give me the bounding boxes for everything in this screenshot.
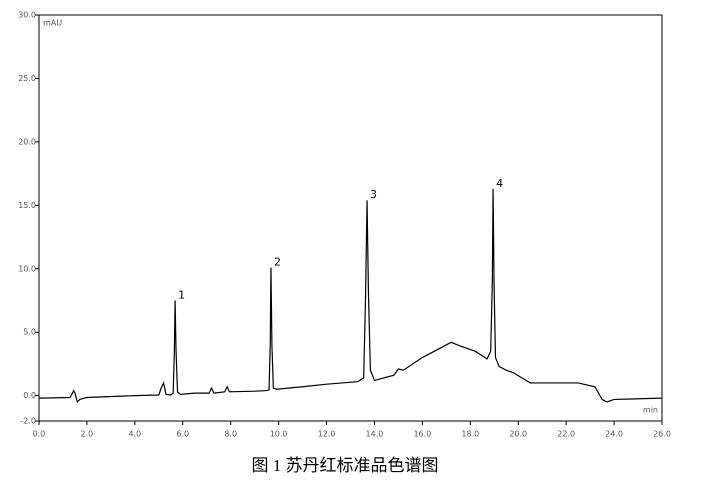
y-tick-label: 15.0 xyxy=(18,201,36,210)
y-tick-label: 30.0 xyxy=(18,11,36,20)
x-tick-label: 2.0 xyxy=(81,430,94,439)
x-tick-label: 8.0 xyxy=(224,430,237,439)
y-tick-label: 20.0 xyxy=(18,137,36,146)
y-unit-label: mAU xyxy=(43,19,62,28)
x-tick-label: 4.0 xyxy=(128,430,141,439)
x-tick-label: 0.0 xyxy=(33,430,46,439)
y-tick-label: 0.0 xyxy=(23,391,36,400)
trace-line xyxy=(38,188,663,404)
peak-label: 3 xyxy=(370,188,377,201)
x-tick-label: 12.0 xyxy=(318,430,336,439)
x-tick-label: 18.0 xyxy=(461,430,479,439)
x-tick-label: 6.0 xyxy=(176,430,189,439)
x-tick-label: 24.0 xyxy=(605,430,623,439)
peak-label: 4 xyxy=(496,177,503,190)
x-tick-label: 10.0 xyxy=(270,430,288,439)
x-tick-label: 20.0 xyxy=(509,430,527,439)
x-tick-label: 26.0 xyxy=(653,430,671,439)
peak-label: 1 xyxy=(178,288,185,301)
y-tick-label: 25.0 xyxy=(18,74,36,83)
y-tick-label: -2.0 xyxy=(20,417,36,426)
peak-label: 2 xyxy=(274,255,281,268)
caption: 图 1 苏丹红标准品色谱图 xyxy=(252,456,439,475)
x-unit-label: min xyxy=(643,406,658,415)
y-tick-label: 5.0 xyxy=(23,328,36,337)
x-tick-label: 16.0 xyxy=(413,430,431,439)
x-tick-label: 22.0 xyxy=(557,430,575,439)
x-tick-label: 14.0 xyxy=(366,430,384,439)
plot-frame xyxy=(38,14,663,422)
y-tick-label: 10.0 xyxy=(18,264,36,273)
